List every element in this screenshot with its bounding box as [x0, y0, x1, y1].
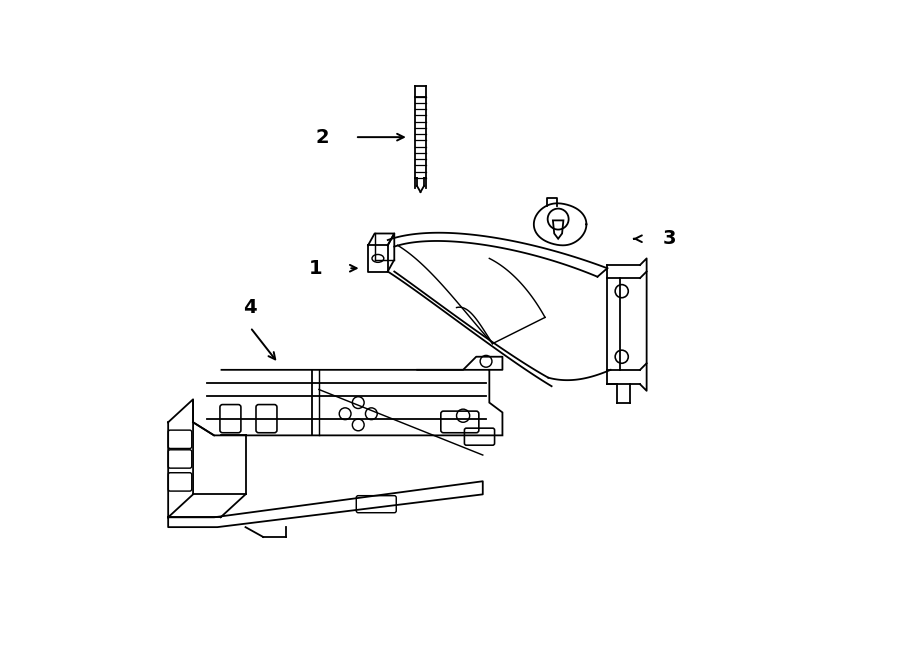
- Text: 3: 3: [663, 229, 677, 249]
- Text: 1: 1: [309, 258, 322, 278]
- Text: 2: 2: [315, 128, 328, 147]
- Text: 4: 4: [243, 298, 256, 317]
